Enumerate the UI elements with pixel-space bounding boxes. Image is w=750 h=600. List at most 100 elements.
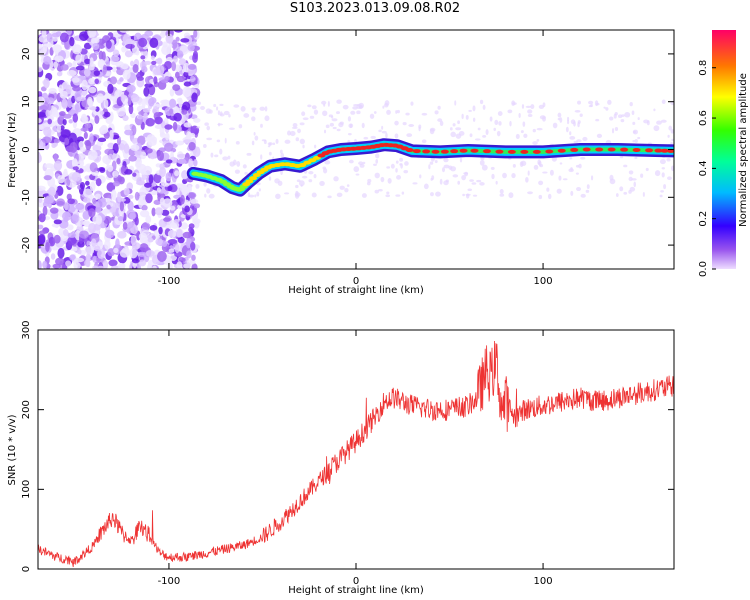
noise-blob	[177, 153, 187, 159]
noise-blob	[362, 161, 366, 165]
noise-blob	[508, 192, 514, 199]
noise-blob	[174, 243, 180, 254]
noise-blob	[588, 100, 594, 105]
noise-blob	[452, 123, 456, 127]
noise-blob	[361, 122, 365, 129]
noise-blob	[469, 133, 473, 138]
noise-blob	[538, 194, 543, 200]
noise-blob	[347, 116, 352, 122]
noise-blob	[369, 113, 375, 119]
noise-blob	[190, 241, 196, 251]
noise-blob	[671, 138, 674, 142]
noise-blob	[240, 105, 246, 112]
noise-blob	[582, 136, 588, 142]
noise-blob	[378, 188, 383, 192]
noise-blob	[660, 190, 664, 193]
noise-blob	[203, 181, 207, 187]
noise-blob	[157, 250, 167, 262]
noise-blob	[178, 58, 187, 66]
noise-blob	[585, 189, 590, 193]
noise-blob	[129, 248, 138, 259]
noise-blob	[55, 198, 66, 207]
noise-blob	[52, 44, 62, 53]
noise-blob	[130, 144, 140, 152]
noise-blob	[68, 132, 77, 144]
noise-blob	[38, 230, 46, 235]
noise-blob	[381, 130, 387, 134]
noise-blob	[443, 157, 449, 163]
noise-blob	[144, 147, 153, 154]
noise-blob	[137, 251, 147, 257]
noise-blob	[450, 131, 456, 138]
noise-blob	[232, 159, 237, 166]
noise-blob	[653, 108, 656, 112]
noise-blob	[96, 93, 105, 104]
noise-blob	[105, 40, 112, 49]
noise-blob	[81, 79, 88, 91]
noise-blob	[180, 194, 185, 205]
noise-blob	[124, 124, 131, 130]
noise-blob	[367, 178, 372, 183]
noise-blob	[72, 166, 79, 171]
noise-blob	[609, 178, 616, 185]
noise-blob	[349, 159, 354, 164]
noise-blob	[85, 140, 92, 151]
noise-blob	[176, 228, 183, 238]
noise-blob	[465, 193, 471, 196]
ridge-hotspot	[431, 149, 440, 154]
noise-blob	[104, 239, 111, 250]
noise-blob	[43, 175, 52, 181]
noise-blob	[49, 207, 59, 214]
noise-blob	[79, 31, 89, 41]
noise-blob	[570, 167, 573, 171]
noise-blob	[82, 210, 90, 221]
noise-blob	[165, 132, 170, 141]
noise-blob	[549, 169, 554, 176]
noise-blob	[272, 142, 276, 146]
noise-blob	[454, 100, 457, 106]
noise-blob	[51, 142, 57, 149]
noise-blob	[92, 144, 102, 152]
noise-blob	[181, 257, 186, 263]
colorbar-tick-label: 0.6	[698, 110, 709, 126]
noise-blob	[536, 127, 543, 131]
noise-blob	[493, 127, 497, 132]
noise-blob	[84, 58, 91, 65]
noise-blob	[525, 176, 529, 183]
noise-blob	[605, 107, 609, 111]
noise-blob	[71, 171, 81, 182]
noise-blob	[455, 133, 462, 139]
noise-blob	[167, 239, 178, 245]
noise-blob	[193, 220, 200, 229]
spectrogram-y-tick-label: 20	[21, 48, 32, 61]
noise-blob	[496, 130, 501, 137]
noise-blob	[116, 157, 121, 165]
noise-blob	[153, 173, 162, 184]
noise-blob	[78, 140, 84, 149]
noise-blob	[62, 211, 72, 222]
noise-blob	[497, 111, 503, 116]
noise-blob	[47, 186, 56, 198]
noise-blob	[59, 32, 69, 43]
noise-blob	[332, 126, 337, 130]
noise-blob	[477, 127, 481, 131]
snr-y-tick-label: 200	[21, 400, 32, 419]
snr-y-tick-label: 300	[21, 320, 32, 339]
noise-blob	[542, 116, 546, 122]
ridge-hotspot	[557, 148, 566, 153]
noise-blob	[176, 159, 187, 164]
noise-blob	[490, 166, 495, 171]
noise-blob	[532, 128, 536, 133]
noise-blob	[338, 122, 344, 128]
noise-blob	[275, 138, 279, 144]
noise-blob	[175, 36, 180, 42]
noise-blob	[176, 261, 183, 269]
noise-blob	[661, 172, 665, 178]
noise-blob	[181, 109, 188, 115]
noise-blob	[159, 163, 165, 170]
noise-blob	[324, 160, 331, 165]
noise-blob	[539, 164, 544, 168]
noise-blob	[69, 141, 78, 153]
noise-blob	[395, 168, 398, 173]
noise-blob	[94, 245, 101, 252]
